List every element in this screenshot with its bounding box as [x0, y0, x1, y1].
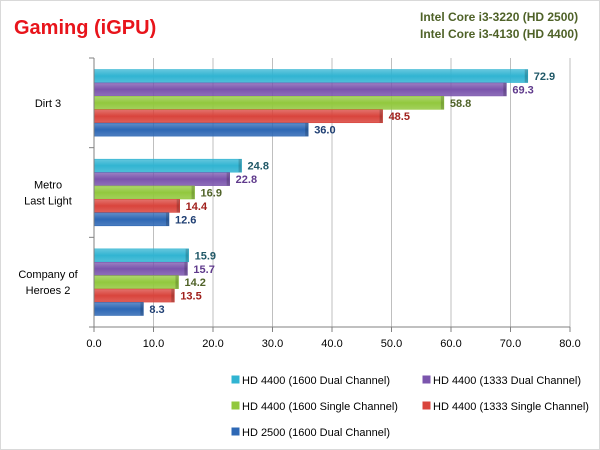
bar-shade — [140, 302, 144, 316]
legend-label: HD 4400 (1600 Dual Channel) — [242, 375, 390, 387]
bar — [93, 122, 309, 137]
bar-shade — [176, 199, 180, 213]
x-tick-label: 0.0 — [86, 338, 101, 350]
bar-shade — [191, 186, 195, 199]
data-label: 69.3 — [512, 84, 533, 96]
x-tick-label: 20.0 — [202, 338, 223, 350]
subtitle-line-2: Intel Core i3-4130 (HD 4400) — [420, 27, 578, 41]
bars — [93, 69, 529, 316]
bar-shade — [226, 172, 230, 186]
data-label: 13.5 — [180, 291, 201, 303]
legend-label: HD 2500 (1600 Dual Channel) — [242, 427, 390, 439]
category-label: Dirt 3 — [35, 98, 61, 110]
data-label: 14.4 — [186, 201, 208, 213]
data-label: 22.8 — [236, 174, 257, 186]
x-tick-label: 50.0 — [381, 338, 402, 350]
bar — [93, 69, 529, 83]
chart-title: Gaming (iGPU) — [14, 17, 156, 39]
x-tick-label: 10.0 — [143, 338, 164, 350]
legend-swatch — [231, 401, 240, 410]
subtitle-line-1: Intel Core i3-3220 (HD 2500) — [420, 10, 578, 24]
data-label: 15.7 — [193, 264, 214, 276]
data-label: 12.6 — [175, 214, 196, 226]
bar — [93, 275, 179, 289]
bar — [93, 172, 230, 186]
x-tick-label: 30.0 — [262, 338, 283, 350]
bar-shade — [238, 159, 242, 173]
bar-shade — [524, 69, 528, 83]
category-label: Last Light — [24, 196, 72, 208]
bar — [93, 158, 242, 173]
bar-shade — [165, 212, 169, 226]
legend-swatch — [231, 427, 240, 436]
data-label: 15.9 — [195, 250, 216, 262]
legend: HD 4400 (1600 Dual Channel) HD 4400 (1333… — [231, 375, 589, 439]
data-label: 14.2 — [184, 277, 205, 289]
bar — [93, 248, 189, 263]
bar-shade — [440, 96, 444, 110]
axes — [89, 57, 570, 328]
bar-shade — [184, 262, 188, 276]
data-label: 16.9 — [201, 188, 222, 200]
x-tick-label: 60.0 — [440, 338, 461, 350]
legend-label: HD 4400 (1333 Dual Channel) — [433, 375, 581, 387]
x-tick-labels: 0.0 10.0 20.0 30.0 40.0 50.0 60.0 70.0 80.0 — [86, 338, 580, 350]
category-label: Company of — [18, 269, 78, 281]
bar — [93, 199, 180, 213]
legend-label: HD 4400 (1600 Single Channel) — [242, 401, 398, 413]
data-label: 36.0 — [314, 125, 335, 137]
data-label: 24.8 — [248, 161, 269, 173]
category-labels: Dirt 3 Metro Last Light Company of Heroes 2 — [18, 98, 78, 297]
x-tick-label: 40.0 — [321, 338, 342, 350]
category-label: Heroes 2 — [26, 285, 71, 297]
chart-subtitle: Intel Core i3-3220 (HD 2500) Intel Core … — [420, 10, 578, 41]
bar-shade — [175, 275, 179, 289]
legend-swatch — [231, 375, 240, 384]
data-label: 72.9 — [534, 71, 555, 83]
legend-swatch — [422, 401, 431, 410]
bar-shade — [305, 123, 309, 137]
data-labels: 72.969.3 58.8 48.5 36.0 24.822.8 16.914.412.6… — [149, 71, 555, 316]
x-tick-label: 80.0 — [559, 338, 580, 350]
bar — [93, 96, 445, 110]
category-label: Metro — [34, 180, 62, 192]
bar — [93, 82, 507, 97]
bar-shade — [503, 82, 507, 96]
bar — [93, 212, 170, 227]
legend-swatch — [422, 375, 431, 384]
bar — [93, 288, 175, 303]
bar — [93, 109, 383, 124]
x-tick-label: 70.0 — [500, 338, 521, 350]
data-label: 8.3 — [149, 304, 164, 316]
bar-shade — [185, 248, 189, 262]
bar — [93, 302, 144, 316]
data-label: 48.5 — [389, 111, 410, 123]
bar-shade — [171, 289, 175, 303]
legend-label: HD 4400 (1333 Single Channel) — [433, 401, 589, 413]
data-label: 58.8 — [450, 98, 471, 110]
bar-shade — [379, 109, 383, 123]
bar — [93, 261, 188, 276]
bar — [93, 185, 195, 200]
